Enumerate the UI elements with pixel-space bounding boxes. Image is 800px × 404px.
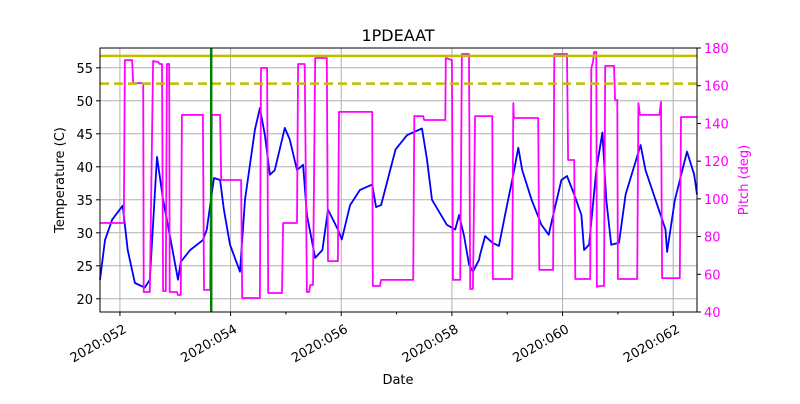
y-tick-label: 55	[76, 62, 93, 77]
pitch-line	[100, 51, 697, 299]
x-tick-label: 2020:060	[511, 322, 572, 366]
y2-tick-label: 140	[704, 117, 729, 132]
chart-title: 1PDEAAT	[361, 26, 434, 45]
y-tick-label: 20	[76, 293, 93, 308]
x-axis-label: Date	[382, 373, 413, 388]
plot-area	[99, 48, 698, 312]
y2-tick-label: 180	[704, 42, 729, 57]
y-tick-label: 50	[76, 95, 93, 110]
plot-frame	[99, 47, 698, 313]
y-tick-label: 30	[76, 227, 93, 242]
y-tick-label: 35	[76, 194, 93, 209]
y2-tick-label: 40	[704, 306, 721, 321]
y-tick-label: 40	[76, 161, 93, 176]
x-tick-label: 2020:056	[289, 322, 350, 366]
y2-tick-label: 60	[704, 268, 721, 283]
x-tick-label: 2020:062	[621, 322, 682, 366]
grid	[100, 48, 697, 312]
y-tick-label: 45	[76, 128, 93, 143]
x-tick-label: 2020:058	[400, 322, 461, 366]
x-tick-label: 2020:054	[179, 322, 240, 366]
temperature-line	[99, 107, 698, 289]
x-tick-label: 2020:052	[68, 322, 129, 366]
y2-tick-label: 160	[704, 80, 729, 95]
y2-axis-label: Pitch (deg)	[737, 145, 752, 215]
y-tick-label: 25	[76, 260, 93, 275]
y-axis-label: Temperature (C)	[53, 127, 68, 234]
y2-tick-label: 80	[704, 231, 721, 246]
y2-tick-label: 100	[704, 193, 729, 208]
y2-tick-label: 120	[704, 155, 729, 170]
